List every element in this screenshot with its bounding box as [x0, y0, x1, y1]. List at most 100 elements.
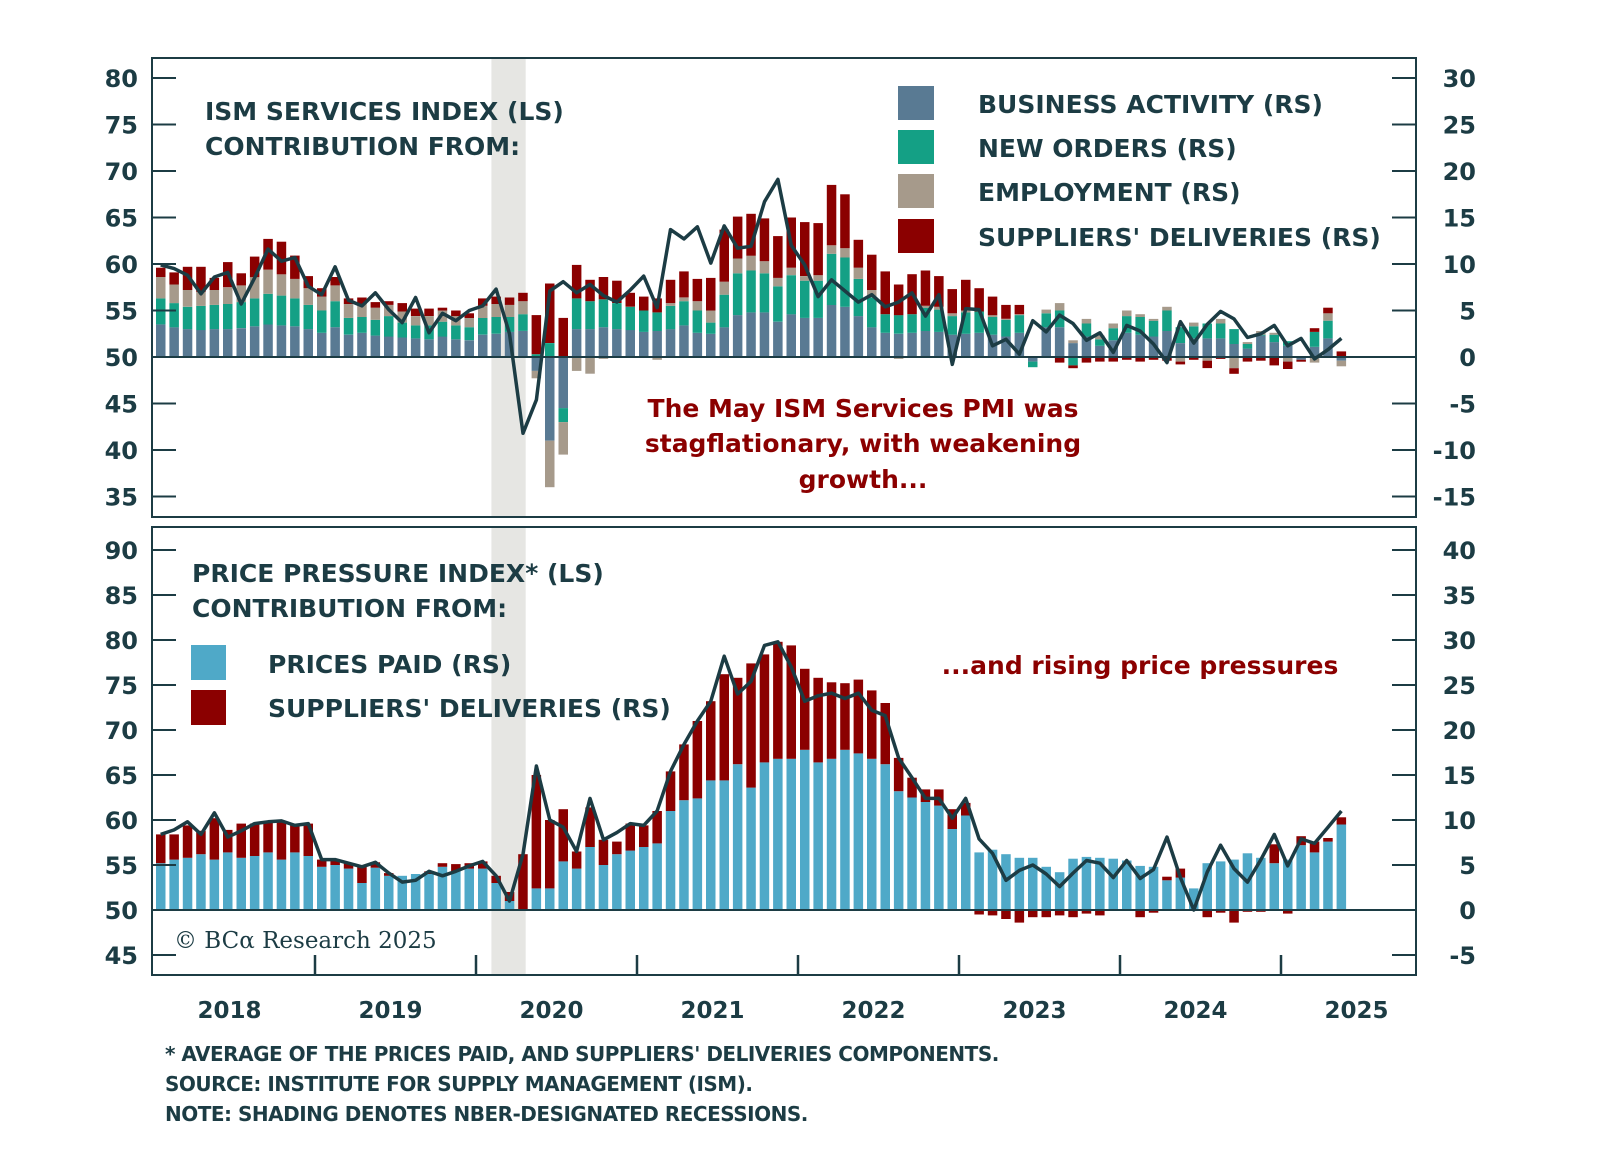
bar-segment-business-activity	[303, 329, 313, 357]
bar-segment-business-activity	[665, 329, 676, 357]
bar-segment-suppliers-deliveries	[961, 279, 971, 311]
bar-segment-business-activity	[639, 331, 649, 357]
bar-segment-new-orders	[1242, 344, 1253, 349]
bar-segment-prices-paid	[1175, 877, 1186, 910]
bar-segment-business-activity	[692, 332, 703, 357]
bar-segment-suppliers-deliveries	[826, 682, 837, 759]
bar-segment-employment	[545, 440, 555, 488]
bar-segment-suppliers-deliveries	[464, 313, 474, 318]
legend-swatch-employment	[898, 174, 934, 208]
bar-segment-suppliers-deliveries	[357, 866, 367, 883]
bar-segment-employment	[826, 245, 837, 254]
left-tick-label: 75	[105, 672, 138, 700]
bar-segment-suppliers-deliveries	[773, 641, 783, 759]
bar-segment-new-orders	[652, 312, 662, 331]
bar-segment-new-orders	[987, 317, 998, 335]
bar-segment-business-activity	[558, 357, 568, 409]
recession-shading-top	[491, 58, 526, 517]
bar-segment-new-orders	[813, 280, 823, 318]
bar-segment-suppliers-deliveries	[545, 283, 555, 343]
legend-swatch-suppliers-deliveries-bottom	[191, 690, 226, 725]
bar-segment-suppliers-deliveries	[276, 241, 287, 275]
bar-segment-suppliers-deliveries	[907, 777, 917, 798]
bar-segment-suppliers-deliveries	[451, 310, 461, 317]
right-tick-label: -5	[1449, 391, 1476, 419]
bar-segment-prices-paid	[169, 859, 179, 910]
left-tick-label: 40	[105, 437, 138, 465]
bar-segment-employment	[786, 267, 796, 276]
bottom-bars-group	[156, 641, 1347, 923]
left-tick-label: 80	[105, 627, 138, 655]
x-tick-label: 2025	[1324, 998, 1388, 1024]
bar-segment-prices-paid	[397, 875, 407, 910]
x-tick-label: 2022	[841, 998, 905, 1024]
bar-segment-employment	[410, 316, 421, 326]
bar-segment-business-activity	[1283, 345, 1293, 357]
bar-segment-suppliers-deliveries	[236, 273, 246, 286]
bar-segment-suppliers-deliveries	[236, 823, 246, 858]
x-tick-label: 2018	[197, 998, 261, 1024]
right-tick-label: 15	[1443, 205, 1476, 233]
bar-segment-suppliers-deliveries	[706, 701, 716, 781]
bar-segment-prices-paid	[893, 791, 904, 910]
bar-segment-new-orders	[437, 321, 448, 337]
bar-segment-prices-paid	[612, 854, 622, 910]
bar-segment-employment	[317, 296, 327, 311]
bar-segment-business-activity	[732, 315, 743, 357]
bar-segment-prices-paid	[370, 867, 381, 910]
bar-segment-suppliers-deliveries	[813, 223, 823, 276]
bar-segment-prices-paid	[853, 753, 864, 910]
bar-segment-new-orders	[571, 298, 582, 330]
bar-segment-employment	[1068, 340, 1078, 344]
bar-segment-business-activity	[1014, 332, 1025, 357]
bar-segment-prices-paid	[478, 868, 488, 910]
bar-segment-prices-paid	[276, 859, 287, 910]
left-tick-label: 45	[105, 942, 138, 970]
bottom-panel-title-line1: PRICE PRESSURE INDEX* (LS)	[192, 559, 604, 588]
bottom-panel-title-line2: CONTRIBUTION FROM:	[192, 594, 507, 623]
bar-segment-new-orders	[746, 270, 756, 313]
bar-segment-business-activity	[773, 321, 783, 357]
left-tick-label: 45	[105, 391, 138, 419]
bar-segment-suppliers-deliveries	[800, 222, 810, 276]
bar-segment-new-orders	[961, 312, 971, 334]
bar-segment-prices-paid	[867, 758, 877, 910]
bar-segment-suppliers-deliveries	[1242, 357, 1253, 362]
bar-segment-prices-paid	[625, 850, 635, 910]
top-annotation-line2: stagflationary, with weakening	[645, 429, 1081, 458]
bar-segment-prices-paid	[746, 787, 756, 910]
bar-segment-suppliers-deliveries	[840, 683, 850, 750]
bar-segment-business-activity	[1122, 332, 1132, 357]
right-tick-label: 30	[1443, 627, 1476, 655]
bar-segment-suppliers-deliveries	[531, 315, 542, 355]
bar-segment-business-activity	[571, 329, 582, 357]
bar-segment-suppliers-deliveries	[987, 296, 998, 316]
left-tick-label: 35	[105, 484, 138, 512]
bar-segment-employment	[370, 307, 381, 320]
bar-segment-prices-paid	[531, 888, 542, 910]
bar-segment-new-orders	[692, 310, 703, 333]
left-tick-label: 60	[105, 807, 138, 835]
bar-segment-prices-paid	[1215, 861, 1226, 910]
bar-segment-prices-paid	[1014, 857, 1025, 910]
bar-segment-prices-paid	[1081, 856, 1092, 910]
bar-segment-business-activity	[1215, 338, 1226, 357]
bar-segment-employment	[571, 357, 582, 371]
bar-segment-suppliers-deliveries	[1336, 817, 1347, 825]
bar-segment-business-activity	[1336, 357, 1347, 361]
bar-segment-new-orders	[491, 317, 501, 334]
top-panel-frame	[151, 57, 1417, 518]
bar-segment-new-orders	[706, 322, 716, 334]
bar-segment-employment	[1014, 314, 1025, 316]
bar-segment-suppliers-deliveries	[893, 757, 904, 792]
bar-segment-new-orders	[880, 314, 890, 333]
bar-segment-suppliers-deliveries	[639, 296, 649, 311]
bar-segment-suppliers-deliveries	[384, 301, 394, 305]
bar-segment-suppliers-deliveries	[773, 236, 783, 278]
bar-segment-suppliers-deliveries	[182, 266, 193, 290]
price-pressure-index-line	[160, 640, 1343, 912]
bar-segment-suppliers-deliveries	[209, 818, 220, 860]
right-tick-label: -5	[1449, 942, 1476, 970]
bar-segment-business-activity	[518, 331, 528, 357]
bar-segment-employment	[1283, 357, 1293, 362]
